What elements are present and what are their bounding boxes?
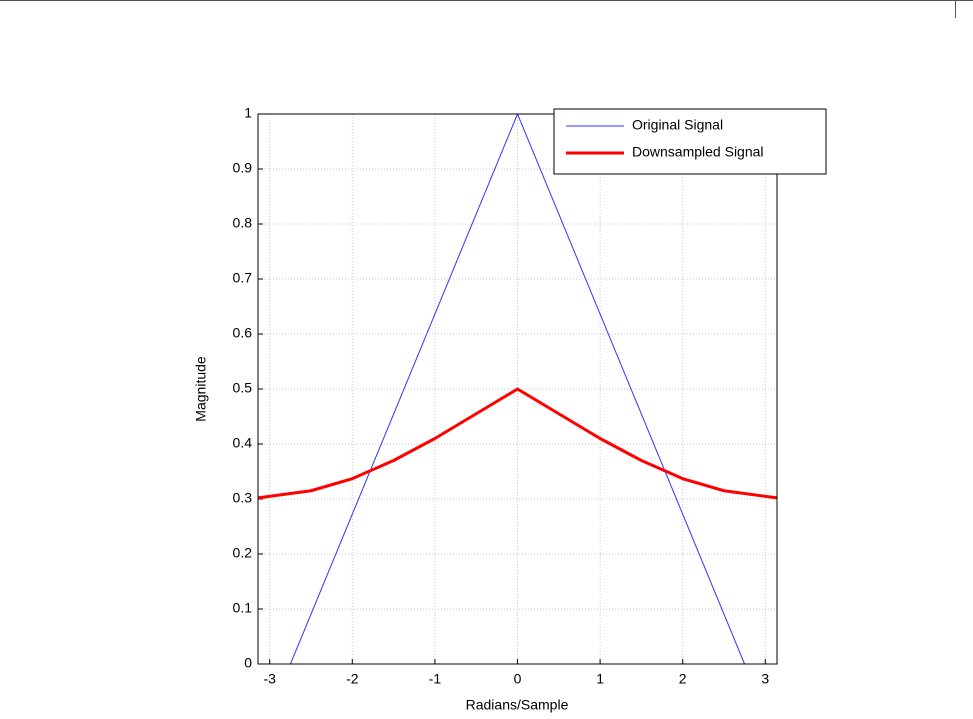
x-axis-label: Radians/Sample (466, 697, 569, 713)
chart: -3 -2 -1 0 1 2 3 0 0.1 0.2 0.3 0.4 0.5 0.6 0.7 0.8 0.9 1 O… (233, 105, 827, 687)
x-tick-label: 0 (514, 671, 522, 687)
legend-label: Original Signal (632, 117, 723, 133)
y-tick-label: 0.3 (233, 490, 253, 506)
x-tick-label: -3 (263, 671, 276, 687)
y-tick-label: 0 (244, 655, 252, 671)
x-tick-label: -1 (429, 671, 442, 687)
x-tick-label: 1 (596, 671, 604, 687)
y-tick-label: 0.1 (233, 600, 253, 616)
x-tick-label: 2 (679, 671, 687, 687)
legend-box (553, 108, 827, 175)
x-tick-label: -2 (346, 671, 359, 687)
y-tick-label: 0.7 (233, 270, 253, 286)
y-tick-label: 0.2 (233, 545, 253, 561)
axes-box (257, 113, 778, 665)
legend-label: Downsampled Signal (632, 144, 764, 160)
y-tick-label: 0.4 (233, 435, 253, 451)
y-tick-label: 0.6 (233, 325, 253, 341)
data-line (257, 387, 778, 500)
x-tick-label: 3 (761, 671, 769, 687)
y-tick-label: 0.9 (233, 160, 253, 176)
y-tick-label: 1 (244, 105, 252, 121)
y-axis-label: Magnitude (193, 356, 209, 422)
y-tick-label: 0.5 (233, 380, 253, 396)
y-tick-label: 0.8 (233, 215, 253, 231)
